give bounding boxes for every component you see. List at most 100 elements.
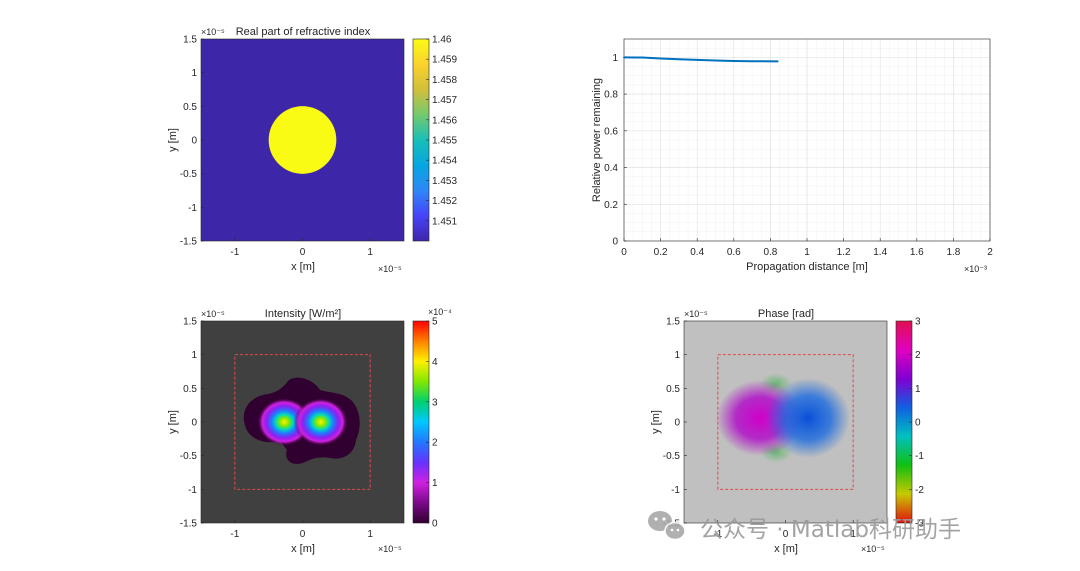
refractive-x-tick-label: -1 bbox=[230, 247, 239, 258]
phase-blue-lobe bbox=[766, 378, 850, 458]
refractive-y-exponent: ×10⁻⁵ bbox=[201, 27, 225, 37]
intensity-lobe-right bbox=[293, 398, 348, 446]
refractive-colorbar-tick-label: 1.454 bbox=[432, 156, 457, 167]
watermark: 公众号 · Matlab科研助手 bbox=[648, 511, 961, 543]
intensity-y-tick-label: 1 bbox=[191, 350, 197, 361]
refractive-y-tick-label: -0.5 bbox=[180, 169, 198, 180]
refractive-y-tick-label: 0.5 bbox=[183, 102, 197, 113]
intensity-x-exponent: ×10⁻⁵ bbox=[378, 544, 402, 554]
power-y-tick-label: 0.8 bbox=[604, 90, 618, 101]
refractive-colorbar-tick-label: 1.451 bbox=[432, 216, 457, 227]
phase-y-tick-label: -1 bbox=[671, 485, 680, 496]
refractive-title: Real part of refractive index bbox=[236, 26, 371, 38]
wechat-icon bbox=[648, 511, 686, 541]
phase-y-tick-label: -0.5 bbox=[663, 451, 681, 462]
intensity-y-tick-label: 1.5 bbox=[183, 317, 197, 328]
watermark-text: 公众号 · Matlab科研助手 bbox=[700, 517, 961, 543]
refractive-y-tick-label: -1 bbox=[188, 203, 197, 214]
intensity-colorbar-tick-label: 3 bbox=[432, 397, 438, 408]
intensity-y-tick-label: -1.5 bbox=[180, 519, 198, 530]
intensity-plot: -1 0 11.510.50-0.5-1-1.5 Intensity [W/m²] … bbox=[167, 307, 452, 555]
intensity-y-exponent: ×10⁻⁵ bbox=[201, 309, 225, 319]
phase-y-label: y [m] bbox=[650, 410, 662, 434]
power-x-tick-label: 0.8 bbox=[763, 247, 777, 258]
intensity-colorbar-tick-label: 4 bbox=[432, 357, 438, 368]
power-x-tick-label: 0.2 bbox=[654, 247, 668, 258]
intensity-colorbar-exponent: ×10⁻⁴ bbox=[428, 307, 452, 317]
intensity-x-tick-label: -1 bbox=[230, 529, 239, 540]
refractive-y-tick-label: 1.5 bbox=[183, 35, 197, 46]
intensity-y-label: y [m] bbox=[167, 410, 179, 434]
power-x-tick-label: 1 bbox=[804, 247, 810, 258]
refractive-colorbar-tick-label: 1.455 bbox=[432, 136, 457, 147]
power-data-point bbox=[714, 59, 717, 62]
refractive-colorbar-tick-label: 1.459 bbox=[432, 55, 457, 66]
phase-y-tick-label: 1 bbox=[674, 350, 680, 361]
refractive-y-label: y [m] bbox=[167, 128, 179, 152]
phase-colorbar-tick-label: -3 bbox=[915, 519, 924, 530]
power-data-point bbox=[732, 60, 735, 62]
power-y-label: Relative power remaining bbox=[591, 78, 603, 202]
intensity-y-tick-label: -1 bbox=[188, 485, 197, 496]
intensity-colorbar-tick-label: 1 bbox=[432, 478, 438, 489]
power-x-exponent: ×10⁻³ bbox=[964, 264, 987, 274]
power-x-tick-label: 0 bbox=[621, 247, 627, 258]
phase-colorbar-tick-label: 2 bbox=[915, 350, 921, 361]
refractive-index-plot: -1 0 1 1.5 1 0.5 0 -0.5 -1 -1.5 Real part of refr… bbox=[167, 26, 457, 274]
power-y-tick-label: 0.4 bbox=[604, 163, 618, 174]
power-x-tick-label: 1.4 bbox=[873, 247, 887, 258]
phase-colorbar-tick-label: -2 bbox=[915, 485, 924, 496]
intensity-x-tick-label: 0 bbox=[300, 529, 306, 540]
phase-colorbar-tick-label: 1 bbox=[915, 384, 921, 395]
power-x-label: Propagation distance [m] bbox=[746, 261, 868, 273]
refractive-colorbar-tick-label: 1.452 bbox=[432, 196, 457, 207]
power-plot: 0 0.2 0.4 0.6 0.8 1 1.2 1.4 1.6 1.8 2 1 0.8 0.6 0.4 0.2… bbox=[591, 38, 993, 274]
refractive-colorbar-tick-label: 1.456 bbox=[432, 115, 457, 126]
phase-y-tick-label: 1.5 bbox=[666, 317, 680, 328]
refractive-colorbar-tick-label: 1.457 bbox=[432, 95, 457, 106]
refractive-x-label: x [m] bbox=[291, 261, 315, 273]
phase-y-tick-label: 0 bbox=[674, 418, 680, 429]
power-x-tick-label: 1.6 bbox=[910, 247, 924, 258]
power-data-point bbox=[641, 56, 644, 59]
phase-x-exponent: ×10⁻⁵ bbox=[861, 544, 885, 554]
refractive-x-tick-label: 0 bbox=[300, 247, 306, 258]
power-y-tick-label: 0.6 bbox=[604, 126, 618, 137]
phase-y-exponent: ×10⁻⁵ bbox=[684, 309, 708, 319]
power-x-tick-label: 2 bbox=[987, 247, 993, 258]
intensity-x-tick-label: 1 bbox=[367, 529, 373, 540]
intensity-y-tick-label: 0 bbox=[191, 418, 197, 429]
refractive-y-tick-label: 1 bbox=[191, 68, 197, 79]
intensity-y-tick-label: -0.5 bbox=[180, 451, 198, 462]
intensity-title: Intensity [W/m²] bbox=[265, 308, 341, 320]
power-x-tick-label: 1.8 bbox=[946, 247, 960, 258]
phase-x-tick-label: 0 bbox=[783, 529, 789, 540]
power-data-point bbox=[678, 58, 680, 61]
phase-x-label: x [m] bbox=[774, 543, 798, 555]
power-x-tick-label: 0.4 bbox=[690, 247, 704, 258]
phase-colorbar-tick-label: 0 bbox=[915, 418, 921, 429]
refractive-colorbar-tick-label: 1.453 bbox=[432, 176, 457, 187]
phase-title: Phase [rad] bbox=[758, 308, 814, 320]
intensity-y-tick-label: 0.5 bbox=[183, 384, 197, 395]
power-data-point bbox=[696, 59, 699, 61]
phase-x-tick-label: 1 bbox=[850, 529, 856, 540]
fiber-core-disk bbox=[268, 106, 337, 174]
intensity-x-label: x [m] bbox=[291, 543, 315, 555]
power-y-tick-label: 0 bbox=[612, 237, 618, 248]
power-data-point bbox=[751, 60, 753, 63]
phase-window-box bbox=[717, 354, 854, 490]
intensity-colorbar-tick-label: 2 bbox=[432, 438, 438, 449]
refractive-y-tick-label: -1.5 bbox=[180, 237, 198, 248]
intensity-colorbar-tick-label: 5 bbox=[432, 317, 438, 328]
phase-colorbar-tick-label: 3 bbox=[915, 317, 921, 328]
refractive-x-tick-label: 1 bbox=[367, 247, 373, 258]
refractive-x-exponent: ×10⁻⁵ bbox=[378, 264, 402, 274]
refractive-colorbar-tick-label: 1.46 bbox=[432, 35, 452, 46]
power-data-point bbox=[623, 56, 625, 59]
power-x-tick-label: 1.2 bbox=[837, 247, 851, 258]
phase-field bbox=[716, 354, 854, 490]
refractive-y-tick-label: 0 bbox=[191, 136, 197, 147]
power-data-point bbox=[776, 60, 779, 63]
